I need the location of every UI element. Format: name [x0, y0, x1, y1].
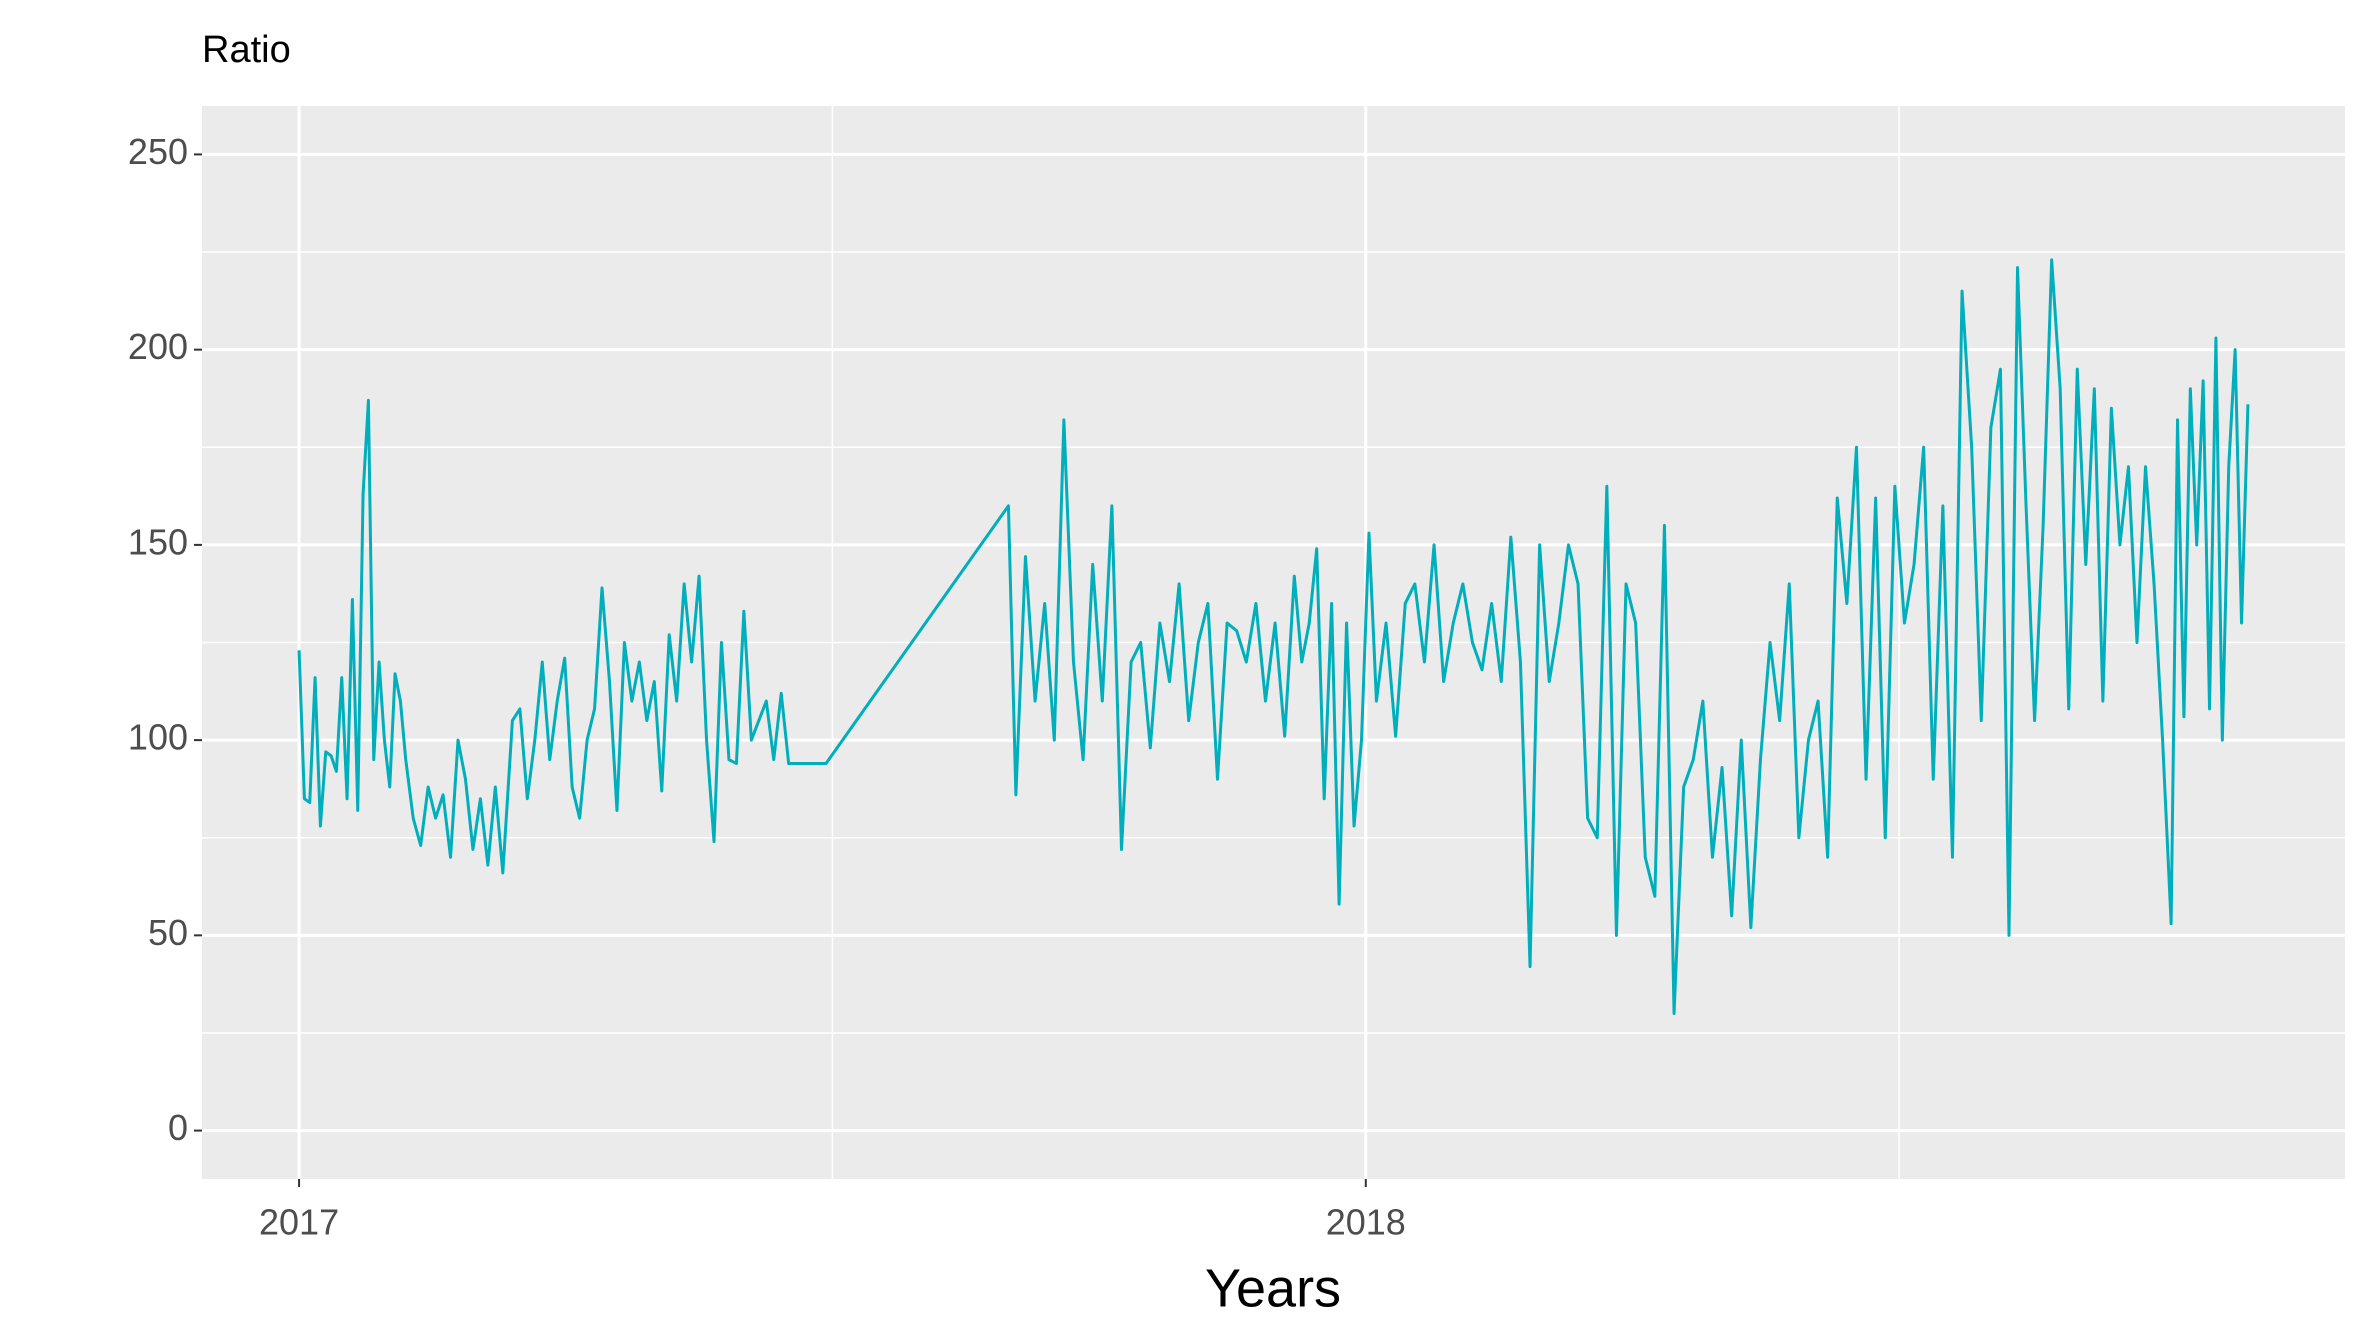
x-axis-label: Years — [1205, 1258, 1341, 1318]
y-tick-label: 50 — [148, 912, 188, 953]
data-line — [297, 258, 2250, 1015]
y-tick-label: 100 — [128, 717, 188, 758]
y-tick-label: 250 — [128, 131, 188, 172]
y-axis-label: Ratio — [202, 29, 291, 71]
x-tick-label: 2017 — [259, 1202, 339, 1243]
y-tick-label: 200 — [128, 326, 188, 367]
y-tick-label: 150 — [128, 521, 188, 562]
y-tick-label: 0 — [168, 1107, 188, 1148]
x-tick-label: 2018 — [1326, 1202, 1406, 1243]
